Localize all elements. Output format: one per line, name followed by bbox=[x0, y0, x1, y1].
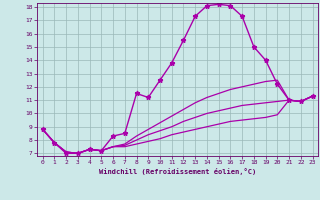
X-axis label: Windchill (Refroidissement éolien,°C): Windchill (Refroidissement éolien,°C) bbox=[99, 168, 256, 175]
